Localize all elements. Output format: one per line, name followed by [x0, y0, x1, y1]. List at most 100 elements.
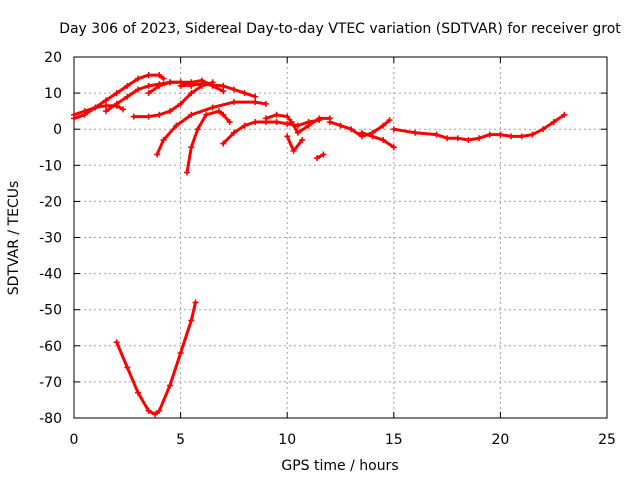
data-point	[166, 79, 173, 86]
data-point	[230, 86, 237, 93]
data-point	[188, 317, 195, 324]
data-point	[102, 102, 109, 109]
data-point	[284, 133, 291, 140]
series-arc-10	[262, 111, 333, 136]
data-point	[145, 90, 152, 97]
data-point	[71, 111, 77, 118]
series-line	[155, 100, 268, 156]
series-line	[328, 118, 391, 138]
data-series	[71, 72, 568, 418]
series-arc-7	[183, 108, 233, 176]
series-arc-4	[130, 79, 216, 120]
data-point	[518, 133, 525, 140]
data-point	[486, 131, 493, 138]
y-tick-label: -30	[39, 231, 62, 247]
data-point	[145, 82, 152, 89]
series-arc-14	[358, 129, 397, 151]
series-line	[285, 134, 304, 153]
x-tick-label: 25	[598, 432, 616, 448]
y-tick-label: -60	[39, 339, 62, 355]
data-point	[188, 111, 195, 118]
data-point	[177, 100, 184, 107]
data-point	[220, 140, 227, 147]
data-point	[145, 113, 152, 120]
data-point	[444, 135, 451, 142]
data-point	[177, 82, 184, 89]
x-tick-label: 5	[176, 432, 185, 448]
data-point	[390, 144, 397, 151]
data-point	[284, 120, 291, 127]
data-point	[134, 86, 141, 93]
data-point	[252, 93, 259, 100]
data-point	[177, 350, 184, 357]
chart-title: Day 306 of 2023, Sidereal Day-to-day VTE…	[59, 21, 621, 37]
data-point	[412, 129, 419, 136]
data-point	[160, 137, 167, 144]
y-axis-label: SDTVAR / TECUs	[6, 181, 22, 296]
data-point	[314, 155, 321, 162]
data-point	[166, 108, 173, 115]
x-tick-label: 10	[278, 432, 296, 448]
y-tick-label: 10	[44, 86, 62, 102]
data-point	[299, 137, 306, 144]
data-point	[241, 90, 248, 97]
data-point	[203, 111, 210, 118]
data-point	[348, 126, 355, 133]
data-point	[220, 82, 227, 89]
data-point	[192, 299, 199, 306]
data-point	[273, 111, 280, 118]
data-point	[183, 169, 190, 176]
data-point	[252, 118, 259, 125]
data-point	[134, 389, 141, 396]
series-arc-13	[326, 117, 393, 140]
data-point	[294, 122, 301, 129]
data-point	[358, 129, 365, 136]
series-arc-6	[154, 99, 269, 158]
data-point	[102, 108, 109, 115]
data-point	[124, 82, 131, 89]
data-point	[288, 118, 295, 125]
data-point	[145, 72, 152, 79]
data-point	[284, 113, 291, 120]
series-arc-1	[71, 72, 167, 122]
data-point	[124, 364, 131, 371]
data-point	[476, 135, 483, 142]
data-point	[230, 99, 237, 106]
data-point	[173, 122, 180, 129]
data-point	[194, 126, 201, 133]
series-line	[221, 118, 321, 146]
data-point	[113, 90, 120, 97]
series-arc-15	[390, 111, 568, 144]
data-point	[160, 75, 167, 82]
y-tick-label: -70	[39, 375, 62, 391]
data-point	[156, 111, 163, 118]
series-arc-9	[220, 117, 323, 147]
x-tick-label: 15	[385, 432, 403, 448]
data-point	[124, 93, 131, 100]
data-point	[497, 131, 504, 138]
data-point	[305, 122, 312, 129]
data-point	[113, 339, 120, 346]
data-point	[102, 97, 109, 104]
axis-ticks: 0 5 10 15 20 25 20 10 0 -10 -20 -30 -40 -50 -60 -70 -80	[39, 50, 616, 448]
data-point	[550, 118, 557, 125]
data-point	[294, 129, 301, 136]
data-point	[380, 137, 387, 144]
data-point	[198, 81, 205, 88]
x-tick-label: 20	[491, 432, 509, 448]
data-point	[326, 118, 333, 125]
y-tick-label: -80	[39, 411, 62, 427]
data-point	[320, 151, 327, 158]
data-point	[390, 126, 397, 133]
series-line	[115, 301, 197, 416]
data-point	[145, 407, 152, 414]
data-point	[226, 118, 233, 125]
data-point	[540, 126, 547, 133]
data-point	[188, 90, 195, 97]
series-line	[72, 73, 165, 120]
data-point	[156, 82, 163, 89]
data-point	[154, 151, 161, 158]
data-point	[134, 75, 141, 82]
data-point	[166, 382, 173, 389]
